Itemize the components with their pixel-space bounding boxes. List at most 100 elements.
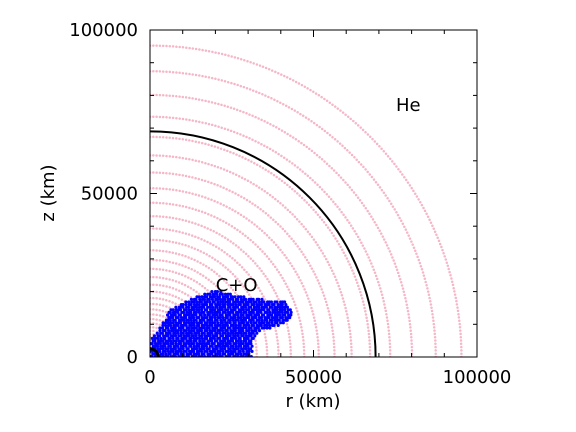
he-particle	[246, 59, 249, 63]
he-particle	[456, 306, 459, 309]
he-particle	[217, 52, 221, 55]
he-particle	[276, 345, 280, 349]
co-particle	[218, 323, 222, 327]
co-particle	[222, 336, 226, 340]
co-particle	[182, 318, 186, 322]
co-particle	[207, 347, 211, 351]
co-particle	[259, 303, 263, 307]
he-particle	[180, 273, 184, 277]
co-particle	[244, 334, 249, 338]
he-particle	[273, 265, 277, 269]
co-particle	[195, 300, 199, 304]
he-particle	[368, 135, 372, 139]
he-particle	[175, 71, 178, 74]
he-particle	[161, 115, 165, 119]
co-particle	[184, 344, 188, 348]
he-particle	[308, 300, 311, 303]
he-particle	[281, 227, 285, 231]
he-particle	[402, 290, 406, 294]
he-particle	[316, 279, 320, 282]
he-particle	[437, 239, 441, 243]
co-particle	[221, 295, 225, 299]
he-particle	[339, 245, 342, 249]
co-particle	[156, 342, 160, 346]
he-particle	[403, 293, 406, 297]
he-particle	[347, 319, 350, 323]
he-particle	[296, 273, 299, 276]
he-particle	[221, 264, 225, 267]
he-particle	[155, 171, 158, 174]
he-particle	[238, 154, 241, 158]
co-particle	[216, 300, 220, 304]
co-particle	[218, 342, 222, 346]
he-particle	[278, 177, 281, 181]
co-particle	[283, 305, 287, 309]
co-particle	[212, 295, 217, 299]
he-particle	[237, 174, 241, 178]
co-particle	[203, 334, 207, 338]
co-particle	[241, 334, 245, 338]
he-particle	[331, 103, 334, 106]
he-particle	[221, 234, 224, 238]
he-particle	[223, 127, 227, 130]
he-particle	[286, 183, 289, 187]
he-particle	[204, 161, 207, 165]
co-particle	[273, 318, 277, 322]
he-particle	[321, 252, 325, 255]
he-particle	[406, 306, 409, 310]
he-particle	[237, 193, 240, 197]
he-particle	[210, 214, 213, 217]
he-particle	[243, 177, 247, 181]
he-particle	[293, 215, 297, 219]
he-particle	[197, 141, 201, 144]
co-particle	[181, 305, 185, 309]
co-particle	[276, 303, 280, 307]
he-particle	[277, 152, 280, 156]
he-particle	[196, 260, 199, 263]
co-particle	[176, 308, 180, 312]
he-particle	[263, 189, 266, 193]
he-particle	[459, 339, 463, 342]
he-particle	[307, 261, 310, 265]
he-particle	[272, 289, 276, 292]
co-particle	[186, 347, 190, 351]
he-particle	[165, 269, 168, 272]
he-particle	[291, 213, 294, 216]
he-particle	[219, 262, 222, 265]
he-particle	[330, 322, 333, 326]
he-particle	[265, 146, 269, 149]
he-particle	[210, 76, 214, 80]
he-particle	[289, 349, 292, 352]
co-particle	[231, 310, 235, 314]
co-particle	[206, 334, 210, 338]
he-particle	[152, 326, 155, 329]
he-particle	[158, 259, 162, 262]
he-particle	[350, 349, 353, 352]
co-particle	[181, 344, 185, 348]
he-particle	[349, 266, 353, 269]
co-particle	[241, 329, 245, 333]
he-particle	[174, 262, 178, 265]
plot-area	[150, 44, 463, 357]
co-particle	[220, 329, 225, 333]
co-particle	[226, 334, 230, 338]
co-particle	[228, 334, 232, 338]
he-particle	[275, 126, 278, 129]
co-particle	[219, 290, 223, 294]
he-particle	[452, 286, 455, 290]
he-particle	[370, 175, 374, 179]
co-particle	[270, 321, 274, 325]
he-particle	[305, 145, 308, 149]
he-particle	[168, 250, 171, 254]
co-particle	[187, 300, 191, 304]
he-particle	[276, 342, 280, 346]
co-particle	[265, 326, 269, 330]
he-particle	[351, 269, 354, 272]
he-particle	[226, 268, 230, 271]
he-particle	[194, 47, 198, 51]
co-particle	[181, 310, 186, 314]
he-particle	[309, 264, 312, 267]
co-particle	[220, 308, 224, 312]
co-particle	[223, 352, 227, 356]
co-particle	[234, 331, 238, 335]
